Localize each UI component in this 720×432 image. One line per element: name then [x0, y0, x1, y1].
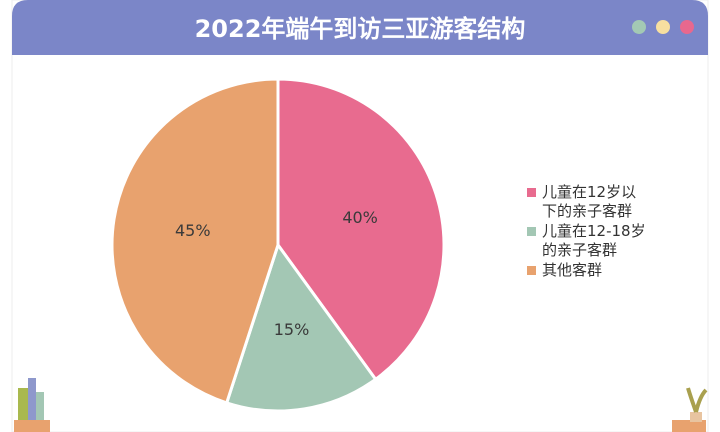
data-label: 15% — [274, 320, 310, 339]
data-label: 45% — [175, 221, 211, 240]
legend: 儿童在12岁以下的亲子客群 儿童在12-18岁的亲子客群其他客群 — [527, 183, 647, 281]
title-bar — [12, 0, 708, 55]
legend-label: 儿童在12-18岁的亲子客群 — [542, 222, 646, 259]
legend-swatch — [527, 188, 536, 197]
pie-slice — [276, 77, 446, 382]
legend-swatch — [527, 266, 536, 275]
legend-swatch — [527, 227, 536, 236]
legend-item: 其他客群 — [527, 261, 647, 280]
legend-label: 儿童在12岁以下的亲子客群 — [542, 183, 637, 220]
legend-item: 儿童在12岁以下的亲子客群 — [527, 183, 647, 221]
dot — [680, 20, 694, 34]
chart-title: 2022年端午到访三亚游客结构 — [195, 15, 526, 43]
pie-slice — [224, 241, 378, 413]
legend-item: 儿童在12-18岁的亲子客群 — [527, 222, 647, 260]
data-label: 40% — [342, 208, 378, 227]
decor-books — [14, 378, 708, 432]
dot — [632, 20, 646, 34]
legend-label: 其他客群 — [542, 261, 603, 279]
dot — [656, 20, 670, 34]
pie-slice — [110, 77, 280, 405]
